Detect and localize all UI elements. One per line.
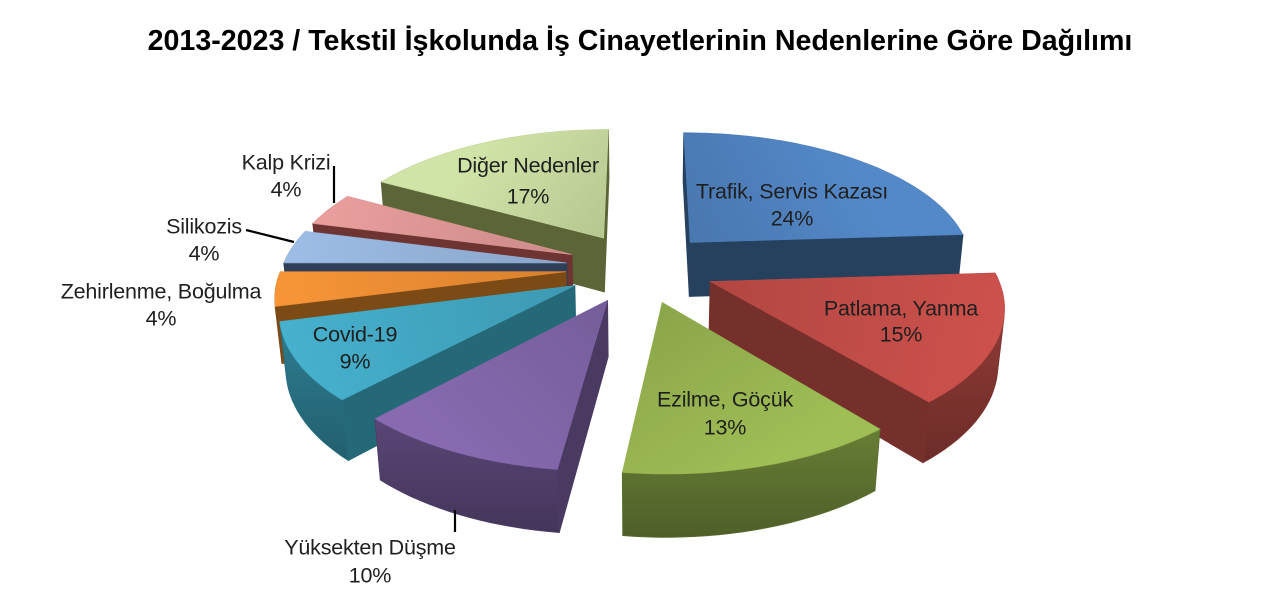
svg-text:24%: 24% (771, 207, 814, 231)
svg-text:2013-2023 / Tekstil İşkolunda: 2013-2023 / Tekstil İşkolunda İş Cinayet… (148, 25, 1133, 57)
svg-text:Patlama, Yanma: Patlama, Yanma (824, 297, 978, 321)
svg-text:10%: 10% (349, 564, 392, 588)
svg-text:17%: 17% (507, 185, 550, 209)
svg-text:Yüksekten Düşme: Yüksekten Düşme (284, 536, 455, 560)
svg-text:13%: 13% (704, 416, 747, 440)
svg-text:4%: 4% (271, 178, 302, 202)
svg-text:Diğer Nedenler: Diğer Nedenler (457, 154, 599, 178)
svg-text:Kalp Krizi: Kalp Krizi (242, 151, 331, 175)
svg-text:Silikozis: Silikozis (166, 215, 242, 239)
svg-text:Trafik, Servis Kazası: Trafik, Servis Kazası (696, 180, 888, 204)
svg-text:9%: 9% (340, 350, 371, 374)
svg-text:15%: 15% (880, 323, 923, 347)
svg-text:Ezilme, Göçük: Ezilme, Göçük (657, 388, 793, 412)
svg-text:Zehirlenme, Boğulma: Zehirlenme, Boğulma (61, 280, 262, 304)
svg-text:4%: 4% (189, 242, 220, 266)
svg-text:Covid-19: Covid-19 (313, 323, 397, 347)
svg-text:4%: 4% (146, 307, 177, 331)
